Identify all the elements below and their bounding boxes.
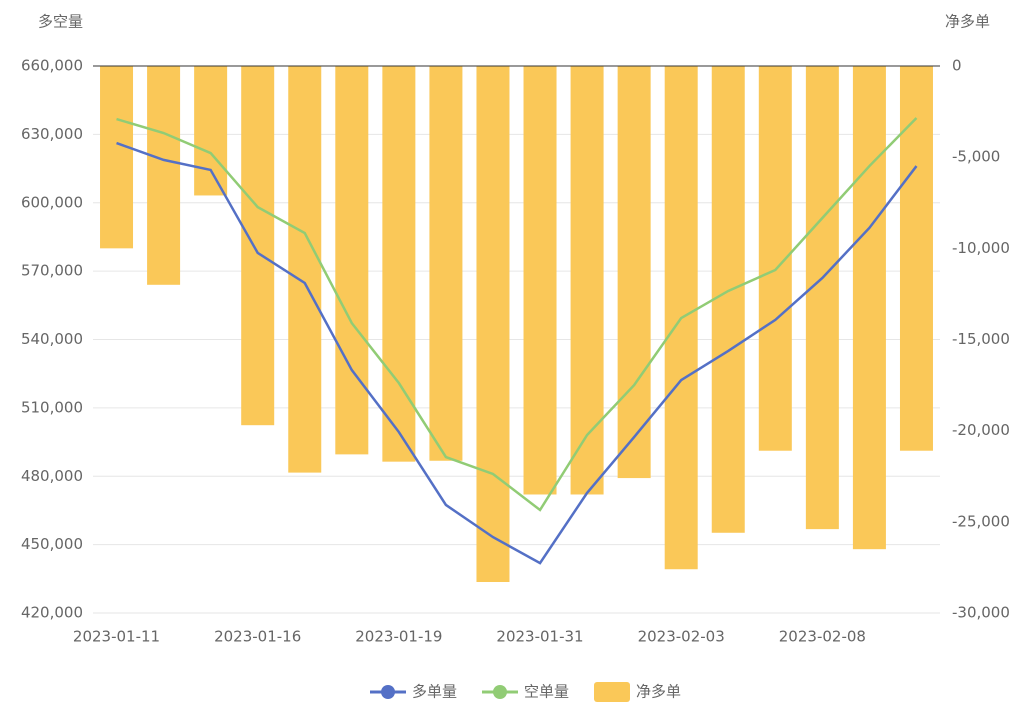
y2-tick-label: -20,000 (952, 421, 1010, 439)
bar (241, 66, 275, 426)
y2-tick-label: -10,000 (952, 239, 1010, 257)
y-tick-label: 600,000 (21, 193, 83, 211)
y2-tick-label: -15,000 (952, 330, 1010, 348)
bar (335, 66, 369, 455)
legend-label: 多单量 (412, 683, 457, 701)
bar (147, 66, 181, 285)
y-tick-label: 540,000 (21, 330, 83, 348)
bar (899, 66, 933, 451)
x-tick-label: 2023-02-03 (638, 628, 725, 646)
x-tick-label: 2023-01-19 (355, 628, 442, 646)
bar (570, 66, 604, 495)
legend-label: 净多单 (636, 683, 681, 701)
legend-marker (381, 685, 395, 699)
bar (852, 66, 886, 550)
line (116, 141, 918, 565)
bar (288, 66, 322, 473)
legend-marker (594, 682, 630, 702)
y-axis-title: 多空量 (38, 13, 83, 31)
bar (711, 66, 745, 533)
bar (382, 66, 416, 462)
y2-tick-label: 0 (952, 57, 962, 75)
y2-tick-label: -5,000 (952, 148, 1000, 166)
x-tick-label: 2023-01-31 (496, 628, 583, 646)
y-tick-label: 630,000 (21, 125, 83, 143)
x-tick-label: 2023-01-16 (214, 628, 301, 646)
x-tick-label: 2023-02-08 (779, 628, 866, 646)
bar (100, 66, 134, 249)
y-tick-label: 660,000 (21, 57, 83, 75)
x-tick-label: 2023-01-11 (73, 628, 160, 646)
legend-label: 空单量 (524, 683, 569, 701)
y2-tick-label: -25,000 (952, 512, 1010, 530)
bar (476, 66, 510, 583)
y-tick-label: 450,000 (21, 535, 83, 553)
bar (194, 66, 228, 196)
bar (523, 66, 557, 495)
y2-axis-title: 净多单 (945, 13, 990, 31)
legend-marker (493, 685, 507, 699)
line (116, 117, 918, 512)
bar (429, 66, 463, 461)
y-tick-label: 420,000 (21, 604, 83, 622)
y-tick-label: 510,000 (21, 398, 83, 416)
y-tick-label: 570,000 (21, 262, 83, 280)
bar (805, 66, 839, 530)
y-tick-label: 480,000 (21, 467, 83, 485)
bar (617, 66, 651, 479)
y2-tick-label: -30,000 (952, 604, 1010, 622)
